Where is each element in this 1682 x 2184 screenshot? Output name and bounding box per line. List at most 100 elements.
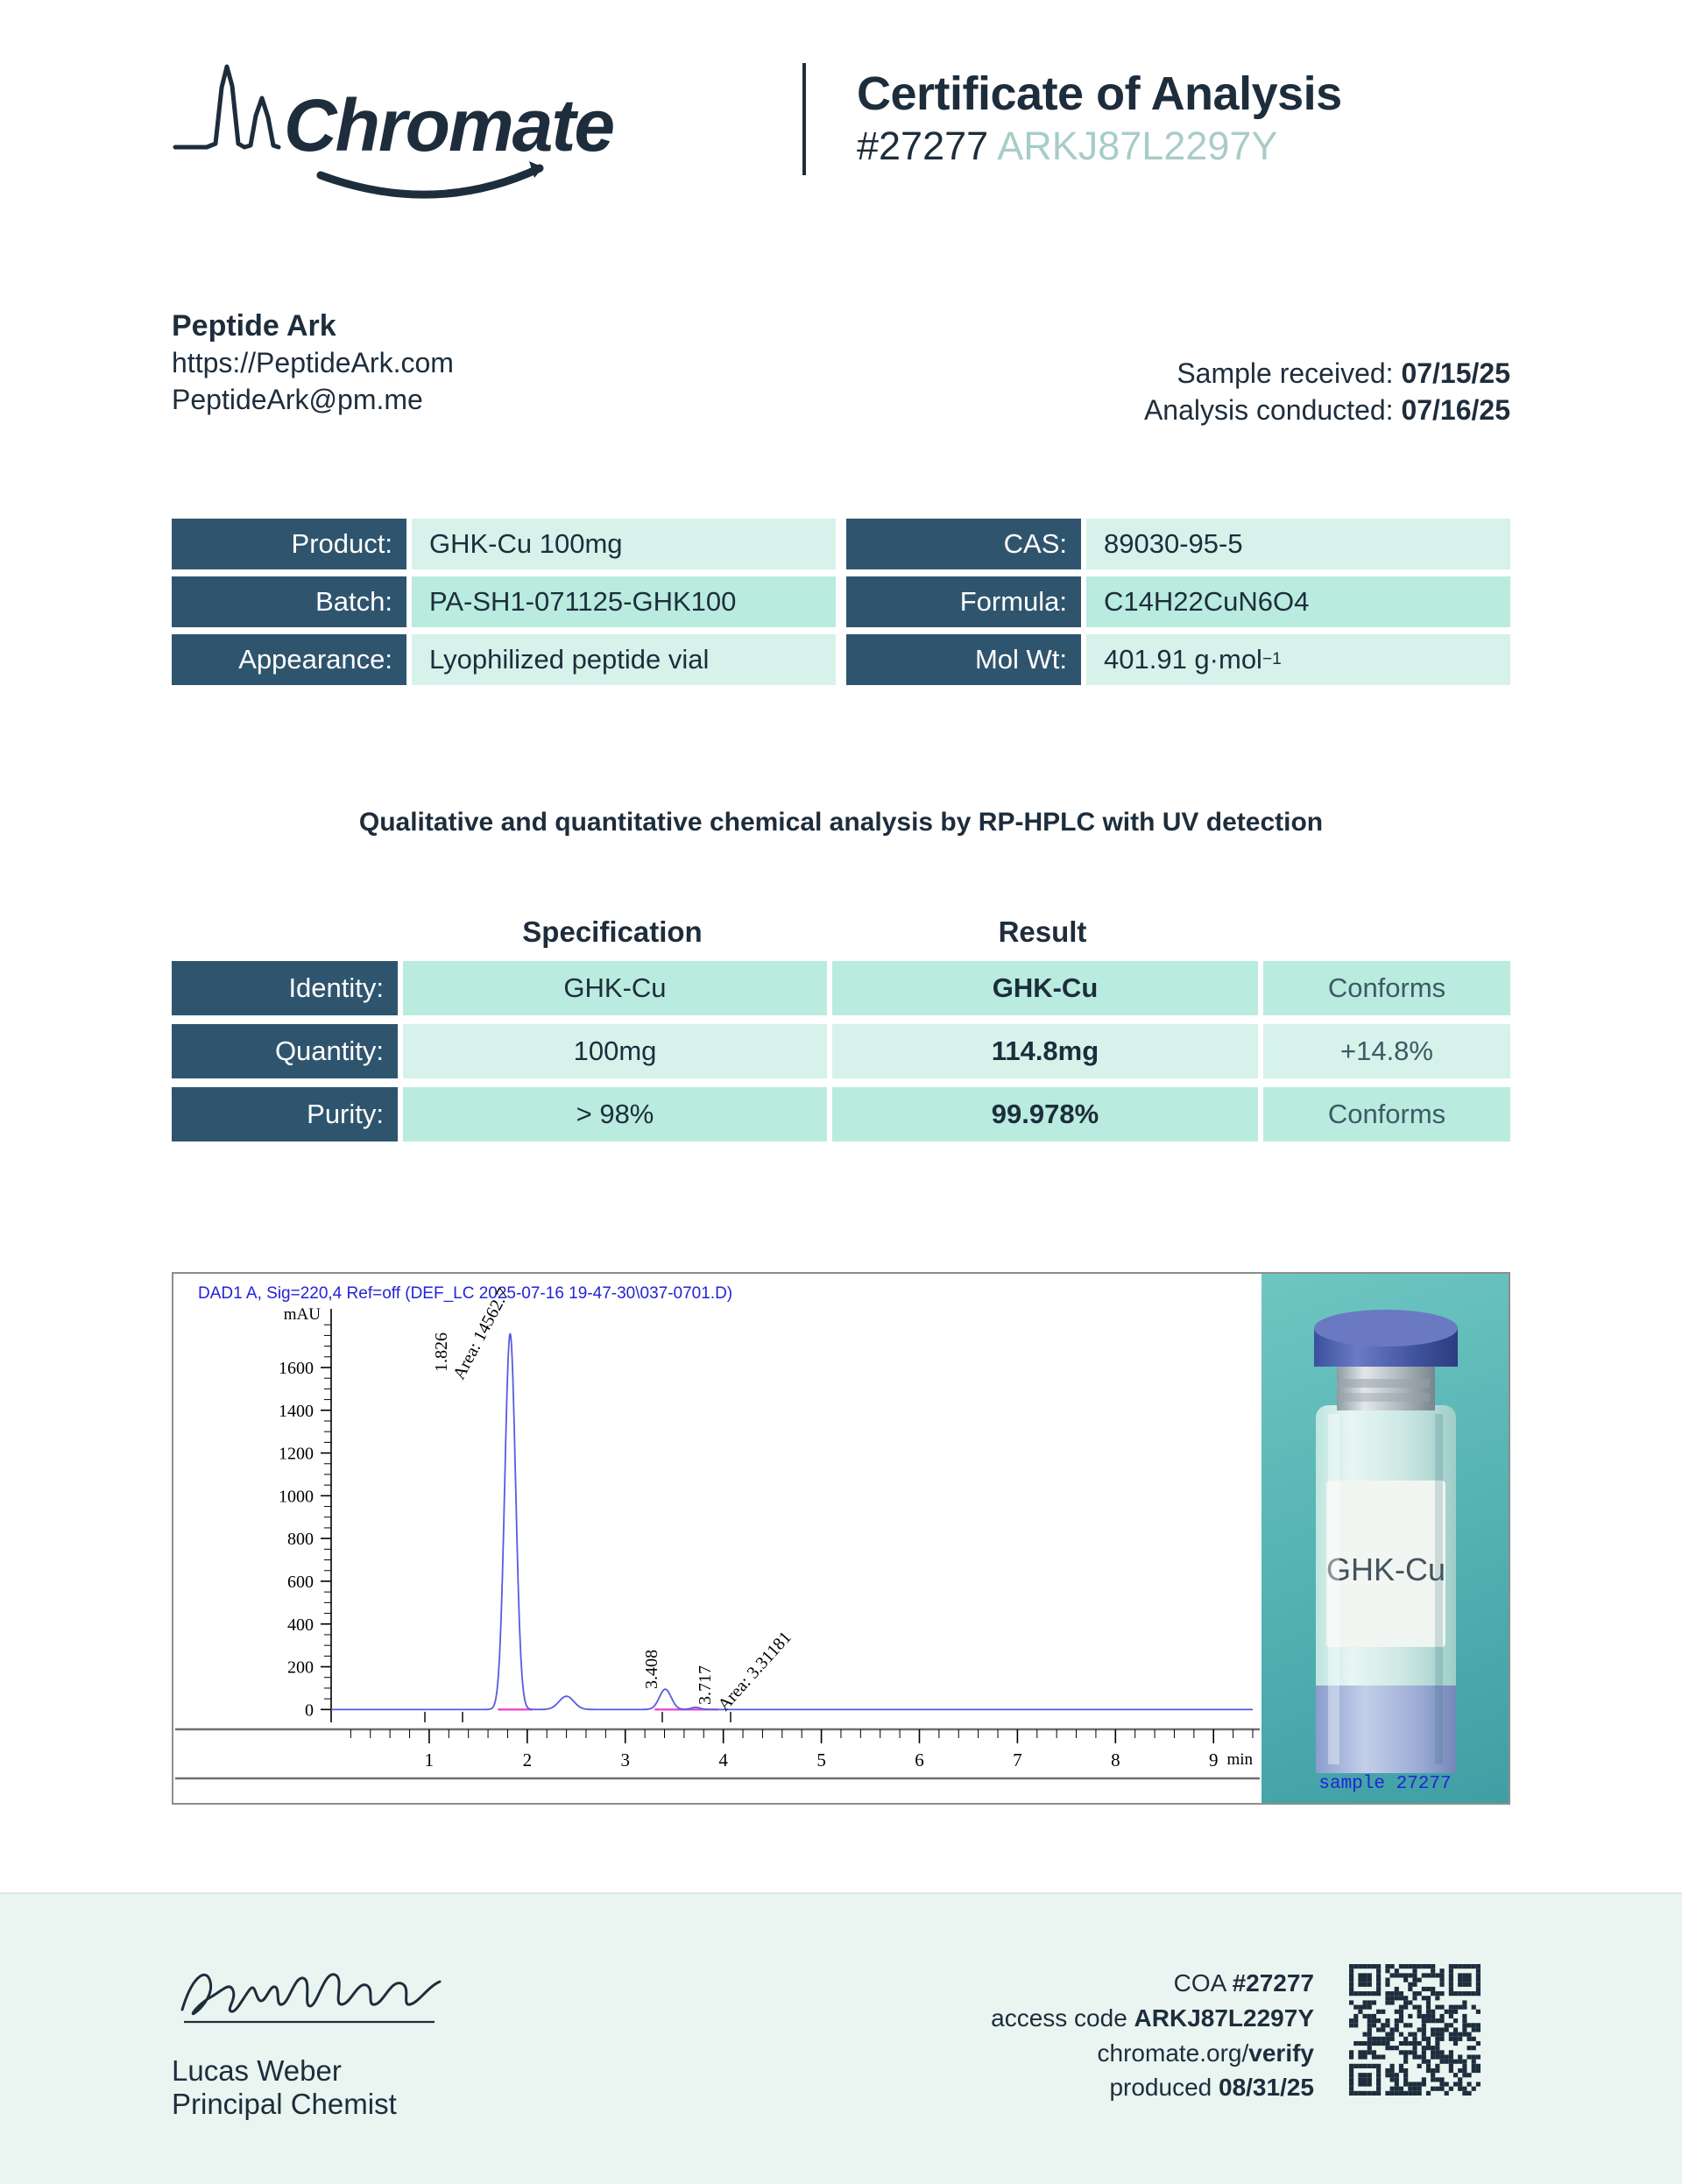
appearance-label: Appearance: [172,634,406,685]
footer-access-line: access code ARKJ87L2297Y [894,2001,1314,2036]
batch-label: Batch: [172,576,406,627]
signer-role: Principal Chemist [172,2088,397,2120]
quantity-result: 114.8mg [832,1024,1258,1078]
footer-access-label: access code [991,2004,1127,2032]
coa-access-code: ARKJ87L2297Y [997,124,1278,169]
svg-text:6: 6 [915,1749,924,1771]
table-row: Appearance: Lyophilized peptide vial [172,634,836,685]
coa-identifier: #27277 ARKJ87L2297Y [857,124,1342,168]
table-row: Purity: > 98% 99.978% Conforms [172,1087,1510,1141]
table-row: Identity: GHK-Cu GHK-Cu Conforms [172,961,1510,1015]
company-website[interactable]: https://PeptideArk.com [172,347,454,379]
y-axis-label: mAU [284,1305,322,1324]
svg-text:1200: 1200 [279,1445,314,1464]
footer-coa-number: #27277 [1232,1969,1314,1997]
molwt-value: 401.91 g·mol −1 [1086,634,1510,685]
table-row: Quantity: 100mg 114.8mg +14.8% [172,1024,1510,1078]
svg-text:4: 4 [718,1749,728,1771]
page-title: Certificate of Analysis [857,67,1342,120]
page-footer: Lucas Weber Principal Chemist COA #27277… [0,1892,1682,2184]
header-titles: Certificate of Analysis #27277 ARKJ87L22… [857,68,1342,168]
svg-text:1600: 1600 [279,1359,314,1378]
sample-received-label: Sample received: [1177,357,1394,389]
svg-text:7: 7 [1013,1749,1022,1771]
y-axis-minor-ticks [324,1324,331,1700]
cas-value: 89030-95-5 [1086,519,1510,569]
peak-rt-label-3: 3.717 [696,1665,715,1705]
uv-signal-trace [331,1332,1253,1711]
header-divider [802,63,806,175]
footer-verify-line[interactable]: chromate.org/verify [894,2036,1314,2071]
company-email[interactable]: PeptideArk@pm.me [172,383,423,415]
purity-spec: > 98% [403,1087,827,1141]
sample-received-line: Sample received: 07/15/25 [1144,355,1510,392]
svg-text:600: 600 [287,1573,314,1592]
column-header-result: Result [998,915,1087,948]
svg-text:2: 2 [523,1749,533,1771]
chromatogram-panel: DAD1 A, Sig=220,4 Ref=off (DEF_LC 2025-0… [172,1272,1510,1805]
identity-label: Identity: [172,961,398,1015]
product-info-left: Product: GHK-Cu 100mg Batch: PA-SH1-0711… [172,519,836,685]
y-axis-ticks: 0 200 400 600 800 1000 1200 1400 1600 [279,1359,331,1720]
signer-name: Lucas Weber [172,2054,342,2087]
identity-result: GHK-Cu [832,961,1258,1015]
vial-illustration: GHK-Cu [1314,1310,1458,1773]
molwt-main: 401.91 g·mol [1104,644,1262,675]
analysis-conducted-label: Analysis conducted: [1143,394,1394,427]
identity-status: Conforms [1263,961,1510,1015]
svg-text:400: 400 [287,1615,314,1635]
coa-number: #27277 [857,124,989,169]
molwt-exponent: −1 [1262,650,1282,668]
svg-text:0: 0 [305,1700,314,1720]
molwt-label: Mol Wt: [846,634,1081,685]
footer-produced-date: 08/31/25 [1219,2074,1314,2102]
integration-marks [424,1712,731,1722]
svg-text:1000: 1000 [279,1487,314,1506]
table-row: Mol Wt: 401.91 g·mol −1 [846,634,1510,685]
sample-vial-image: GHK-Cu sample 27277 [1262,1274,1509,1803]
product-info-tables: Product: GHK-Cu 100mg Batch: PA-SH1-0711… [172,519,1510,685]
company-name: Peptide Ark [172,309,336,343]
footer-verify-domain: chromate.org/ [1097,2039,1249,2067]
signature-icon [180,1973,442,2024]
product-label: Product: [172,519,406,569]
product-value: GHK-Cu 100mg [412,519,836,569]
product-info-right: CAS: 89030-95-5 Formula: C14H22CuN6O4 Mo… [846,519,1510,685]
x-axis-unit-label: min [1226,1750,1253,1769]
chromate-logo: Chromate [172,53,662,201]
purity-label: Purity: [172,1087,398,1141]
analysis-method-note: Qualitative and quantitative chemical an… [358,808,1324,837]
column-header-specification: Specification [522,915,703,948]
dates-block: Sample received: 07/15/25 Analysis condu… [1144,355,1510,428]
footer-access-code: ARKJ87L2297Y [1134,2004,1314,2032]
analysis-conducted-value: 07/16/25 [1401,394,1510,427]
svg-text:9: 9 [1209,1749,1219,1771]
svg-text:5: 5 [816,1749,826,1771]
company-block: Peptide Ark https://PeptideArk.com Pepti… [172,307,454,418]
table-row: Batch: PA-SH1-071125-GHK100 [172,576,836,627]
verification-meta: COA #27277 access code ARKJ87L2297Y chro… [894,1966,1314,2105]
sample-received-value: 07/15/25 [1401,357,1510,389]
chromatogram-peak-icon: Chromate [173,64,615,199]
footer-coa-line: COA #27277 [894,1966,1314,2001]
formula-label: Formula: [846,576,1081,627]
results-header-row: Specification Result [172,915,1510,949]
table-row: Formula: C14H22CuN6O4 [846,576,1510,627]
appearance-value: Lyophilized peptide vial [412,634,836,685]
footer-verify-path: verify [1248,2039,1314,2067]
signature-block: Lucas Weber Principal Chemist [172,1955,461,2121]
peak-rt-label-2: 3.408 [642,1650,661,1689]
svg-text:3: 3 [620,1749,630,1771]
quantity-spec: 100mg [403,1024,827,1078]
qr-code-icon[interactable] [1349,1964,1481,2096]
x-axis-ticks: 1 2 3 4 5 6 7 8 9 [350,1729,1254,1771]
cas-label: CAS: [846,519,1081,569]
identity-spec: GHK-Cu [403,961,827,1015]
vial-label-text: GHK-Cu [1326,1551,1445,1587]
svg-text:Chromate: Chromate [284,84,613,166]
svg-text:1400: 1400 [279,1402,314,1421]
table-row: CAS: 89030-95-5 [846,519,1510,569]
footer-coa-label: COA [1173,1969,1226,1997]
svg-text:800: 800 [287,1530,314,1549]
svg-text:1: 1 [425,1749,435,1771]
